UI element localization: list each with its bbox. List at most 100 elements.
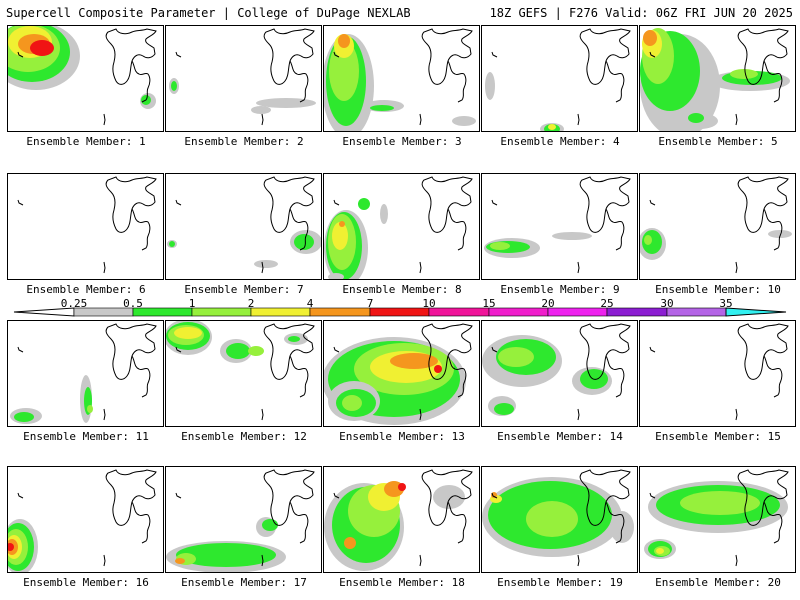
coastline-10-2: [649, 199, 656, 206]
colorbar-swatch-6: [428, 307, 490, 317]
scp-contour-20-6: [656, 548, 664, 554]
colorbar-swatch-10: [666, 307, 727, 317]
member-caption-10: Ensemble Member: 10: [655, 283, 781, 296]
scp-contour-12-3: [174, 327, 202, 339]
scp-field-20: [644, 469, 789, 567]
scp-field-9: [484, 176, 631, 274]
coastline-8-0: [421, 176, 473, 233]
colorbar-tick-label: 4: [306, 297, 314, 310]
ensemble-map-13: [323, 320, 480, 427]
coastline-14-0: [579, 323, 631, 380]
coastline-20-1: [763, 501, 783, 544]
scp-contour-2-2: [256, 98, 316, 108]
colorbar-swatch-8: [547, 307, 608, 317]
scp-field-8: [324, 176, 473, 279]
coastline-4-3: [577, 113, 580, 126]
scp-contour-12-6: [248, 346, 264, 356]
ensemble-map-20: [639, 466, 796, 573]
colorbar-swatch-9: [606, 307, 668, 317]
coastline-8-3: [419, 261, 422, 274]
scp-contour-17-3: [175, 558, 185, 564]
scp-contour-8-7: [328, 273, 344, 279]
ensemble-map-10: [639, 173, 796, 280]
coastline-11-0: [105, 323, 157, 380]
scp-field-6: [17, 176, 157, 274]
scp-field-12: [166, 321, 315, 421]
scp-contour-19-2: [526, 501, 578, 537]
coastline-4-2: [491, 51, 498, 58]
coastline-9-3: [577, 261, 580, 274]
scp-contour-13-4: [390, 353, 438, 369]
scp-contour-8-6: [358, 198, 370, 210]
scp-field-3: [324, 28, 476, 131]
scp-contour-2-1: [171, 81, 177, 91]
scp-contour-4-3: [548, 124, 556, 130]
coastline-10-3: [735, 261, 738, 274]
coastline-15-1: [763, 355, 783, 398]
scp-field-19: [482, 469, 634, 567]
colorbar: [13, 307, 787, 317]
scp-contour-5-9: [688, 113, 704, 123]
scp-field-5: [640, 28, 790, 131]
coastline-13-0: [421, 323, 473, 380]
member-caption-17: Ensemble Member: 17: [181, 576, 307, 589]
scp-contour-8-4: [339, 221, 345, 227]
member-caption-14: Ensemble Member: 14: [497, 430, 623, 443]
coastline-5-3: [735, 113, 738, 126]
coastline-10-1: [763, 208, 783, 251]
member-caption-2: Ensemble Member: 2: [184, 135, 304, 148]
colorbar-tick-label: 0.5: [123, 297, 143, 310]
coastline-19-3: [577, 554, 580, 567]
scp-contour-9-3: [552, 232, 592, 240]
scp-contour-7-1: [169, 241, 175, 247]
ensemble-map-18: [323, 466, 480, 573]
coastline-11-3: [103, 408, 106, 421]
coastline-4-1: [605, 60, 625, 103]
ensemble-map-2: [165, 25, 322, 132]
coastline-16-2: [17, 492, 24, 499]
scp-contour-13-8: [342, 395, 362, 411]
scp-contour-18-7: [433, 485, 465, 509]
coastline-10-0: [737, 176, 789, 233]
coastline-9-1: [605, 208, 625, 251]
coastline-2-2: [175, 51, 182, 58]
scp-contour-14-2: [498, 347, 534, 367]
coastline-14-3: [577, 408, 580, 421]
coastline-1-0: [105, 28, 157, 85]
scp-contour-5-4: [643, 30, 657, 46]
coastline-3-0: [421, 28, 473, 85]
coastline-6-1: [131, 208, 151, 251]
ensemble-map-3: [323, 25, 480, 132]
scp-contour-7-3: [294, 234, 314, 250]
scp-contour-11-4: [87, 405, 93, 413]
scp-field-17: [166, 469, 315, 572]
coastline-2-3: [261, 113, 264, 126]
coastline-7-2: [175, 199, 182, 206]
coastline-4-0: [579, 28, 631, 85]
scp-field-10: [640, 176, 792, 274]
scp-contour-3-6: [370, 105, 394, 111]
scp-contour-3-7: [452, 116, 476, 126]
scp-contour-14-6: [494, 403, 514, 415]
member-caption-8: Ensemble Member: 8: [342, 283, 462, 296]
member-caption-4: Ensemble Member: 4: [500, 135, 620, 148]
coastline-12-3: [261, 408, 264, 421]
ensemble-map-12: [165, 320, 322, 427]
coastline-20-0: [737, 469, 789, 526]
scp-contour-17-1: [176, 543, 276, 567]
scp-contour-16-5: [8, 543, 14, 551]
scp-field-2: [169, 28, 316, 126]
colorbar-tick-label: 30: [660, 297, 674, 310]
scp-field-7: [167, 176, 321, 274]
colorbar-right-arrow: [725, 307, 787, 317]
coastline-14-1: [605, 355, 625, 398]
scp-contour-13-5: [434, 365, 442, 373]
scp-contour-4-0: [485, 72, 495, 100]
ensemble-map-15: [639, 320, 796, 427]
coastline-11-2: [17, 346, 24, 353]
ensemble-map-6: [7, 173, 164, 280]
coastline-12-1: [289, 355, 309, 398]
colorbar-tick-label: 35: [719, 297, 733, 310]
scp-contour-10-3: [768, 230, 792, 238]
scp-field-4: [485, 28, 631, 131]
